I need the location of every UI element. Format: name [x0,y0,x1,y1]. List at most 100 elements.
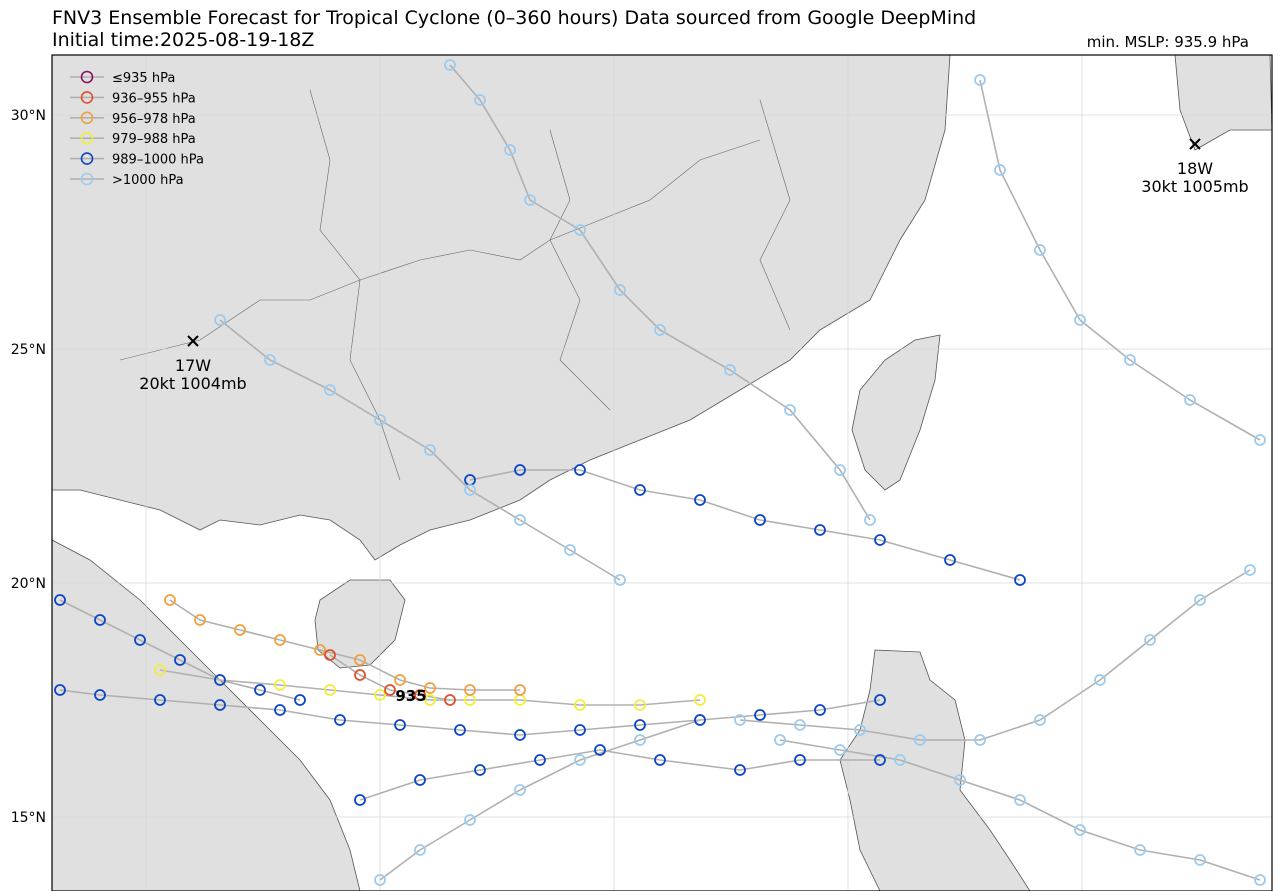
track-point [424,694,436,706]
track-point [754,709,766,721]
track-point [1014,574,1026,586]
track-point [1184,394,1196,406]
track-point [634,484,646,496]
track-point [654,754,666,766]
track-point [574,724,586,736]
track-point [314,644,326,656]
track-point [524,194,536,206]
track-point [724,364,736,376]
track-point [394,719,406,731]
track-point [514,464,526,476]
track-point [654,324,666,336]
track-point [944,554,956,566]
track-point [154,694,166,706]
track-point [214,314,226,326]
track-point [1034,244,1046,256]
track-point [154,664,166,676]
track-point [694,494,706,506]
track-point [994,164,1006,176]
track-point [634,699,646,711]
track-point [1034,714,1046,726]
track-point [194,614,206,626]
track-point [794,719,806,731]
legend-label: >1000 hPa [112,173,184,188]
track-point [1194,854,1206,866]
track-point [1124,354,1136,366]
track-point [634,719,646,731]
track-point [504,144,516,156]
track-point [874,534,886,546]
track-point [694,694,706,706]
track-point [234,624,246,636]
track-point [444,59,456,71]
track-point [514,514,526,526]
track-point [574,464,586,476]
track-point [164,594,176,606]
track-point [274,634,286,646]
track-point [454,724,466,736]
storm-info: 30kt 1005mb [1141,177,1248,196]
track-point [754,514,766,526]
track-point [784,404,796,416]
storm-markers [187,138,1201,347]
track-point [874,694,886,706]
lat-label: 25°N [11,342,46,358]
title: FNV3 Ensemble Forecast for Tropical Cycl… [52,7,976,29]
storm-name: 18W [1177,159,1213,178]
ensemble-tracks [54,59,1266,886]
land [851,334,941,491]
track-point [774,734,786,746]
track-point [414,774,426,786]
track-point [324,684,336,696]
track-point [814,704,826,716]
track-point [274,704,286,716]
track-point [874,754,886,766]
legend-marker [80,152,94,165]
track-point [54,594,66,606]
track-point [574,754,586,766]
track-point [374,414,386,426]
track-point [794,754,806,766]
track-point [394,674,406,686]
track-point [354,654,366,666]
track-point [444,694,456,706]
map-area: 17W 20kt 1004mb 18W 30kt 1005mb 935 ≤935… [52,55,1272,891]
track-point [324,649,336,661]
legend-label: ≤935 hPa [112,71,175,86]
legend-marker [80,70,94,84]
track-point [894,754,906,766]
land [1174,55,1272,151]
storm-name: 17W [175,356,211,375]
track-point [134,634,146,646]
track-point [474,94,486,106]
lat-label: 20°N [11,576,46,592]
track-point [374,689,386,701]
track-point [254,684,266,696]
track-point [424,444,436,456]
legend-label: 956–978 hPa [112,112,196,127]
track-point [94,689,106,701]
track-point [864,514,876,526]
track-point [354,794,366,806]
track-point [54,684,66,696]
legend-marker [80,131,94,145]
track-point [914,734,926,746]
track-point [594,744,606,756]
track-point [464,484,476,496]
legend-marker [80,111,94,125]
track-point [954,774,966,786]
legend-marker [80,91,94,104]
track-point [834,744,846,756]
track-point [614,284,626,296]
track-point [514,684,526,696]
track-point [1144,634,1156,646]
land [52,55,951,561]
track-point [1074,314,1086,326]
track-point [514,729,526,741]
track-point [814,524,826,536]
track-point [694,714,706,726]
lat-label: 15°N [11,810,46,826]
track-point [974,74,986,86]
track-point [574,699,586,711]
